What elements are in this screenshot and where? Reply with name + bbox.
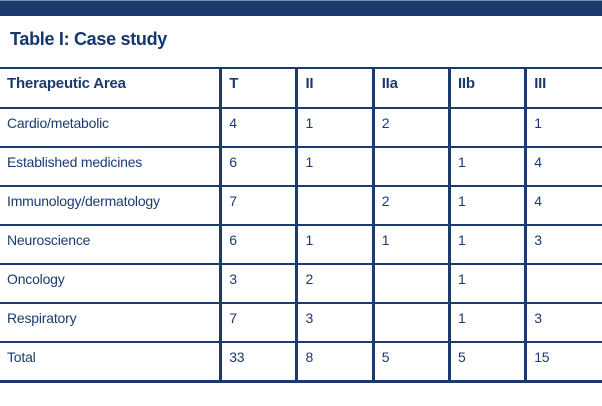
column-header: Therapeutic Area bbox=[0, 67, 221, 108]
row-label: Immunology/dermatology bbox=[0, 185, 221, 225]
cell-value: 1 bbox=[524, 107, 602, 147]
cell-value bbox=[371, 146, 450, 186]
table-row: Total 33 8 5 5 15 bbox=[0, 341, 602, 381]
header-row: Therapeutic Area T II IIa IIb III bbox=[0, 67, 602, 108]
cell-value: 1 bbox=[295, 224, 374, 264]
cell-value: 1 bbox=[447, 146, 526, 186]
column-header: II bbox=[295, 67, 374, 108]
cell-value: 3 bbox=[295, 302, 374, 342]
cell-value: 2 bbox=[295, 263, 374, 303]
cell-value: 5 bbox=[447, 341, 526, 381]
column-header: III bbox=[524, 67, 602, 108]
row-label: Oncology bbox=[0, 263, 221, 303]
table-row: Established medicines 6 1 1 4 bbox=[0, 146, 602, 186]
cell-value: 1 bbox=[447, 263, 526, 303]
table-row: Immunology/dermatology 7 2 1 4 bbox=[0, 185, 602, 225]
cell-value: 2 bbox=[371, 185, 450, 225]
cell-value: 7 bbox=[219, 302, 297, 342]
table-body: Cardio/metabolic 4 1 2 1 Established medicine… bbox=[0, 107, 602, 381]
row-label: Cardio/metabolic bbox=[0, 107, 221, 147]
column-header: T bbox=[219, 67, 297, 108]
cell-value bbox=[295, 185, 374, 225]
cell-value: 8 bbox=[295, 341, 374, 381]
cell-value: 1 bbox=[295, 107, 374, 147]
table-row: Cardio/metabolic 4 1 2 1 bbox=[0, 107, 602, 147]
row-label: Established medicines bbox=[0, 146, 221, 186]
column-header: IIb bbox=[447, 67, 526, 108]
cell-value bbox=[371, 263, 450, 303]
cell-value bbox=[447, 107, 526, 147]
cell-value: 5 bbox=[371, 341, 450, 381]
row-label: Neuroscience bbox=[0, 224, 221, 264]
cell-value: 6 bbox=[219, 146, 297, 186]
cell-value: 3 bbox=[524, 302, 602, 342]
table-row: Neuroscience 6 1 1 1 3 bbox=[0, 224, 602, 264]
brand-bar bbox=[0, 0, 602, 16]
cell-value: 4 bbox=[219, 107, 297, 147]
table-row: Respiratory 7 3 1 3 bbox=[0, 302, 602, 342]
cell-value: 1 bbox=[447, 224, 526, 264]
cell-value: 7 bbox=[219, 185, 297, 225]
column-header: IIa bbox=[371, 67, 450, 108]
cell-value: 1 bbox=[371, 224, 450, 264]
cell-value: 1 bbox=[295, 146, 374, 186]
cell-value: 4 bbox=[524, 146, 602, 186]
cell-value: 4 bbox=[524, 185, 602, 225]
cell-value: 3 bbox=[219, 263, 297, 303]
case-study-table: Therapeutic Area T II IIa IIb III Cardio/meta… bbox=[0, 67, 602, 383]
row-label: Total bbox=[0, 341, 221, 381]
row-label: Respiratory bbox=[0, 302, 221, 342]
cell-value: 3 bbox=[524, 224, 602, 264]
cell-value bbox=[524, 263, 602, 303]
page-title: Table I: Case study bbox=[10, 29, 168, 49]
cell-value: 2 bbox=[371, 107, 450, 147]
cell-value bbox=[371, 302, 450, 342]
cell-value: 33 bbox=[219, 341, 297, 381]
cell-value: 1 bbox=[447, 185, 526, 225]
table-row: Oncology 3 2 1 bbox=[0, 263, 602, 303]
cell-value: 6 bbox=[219, 224, 297, 264]
cell-value: 1 bbox=[447, 302, 526, 342]
cell-value: 15 bbox=[524, 341, 602, 381]
